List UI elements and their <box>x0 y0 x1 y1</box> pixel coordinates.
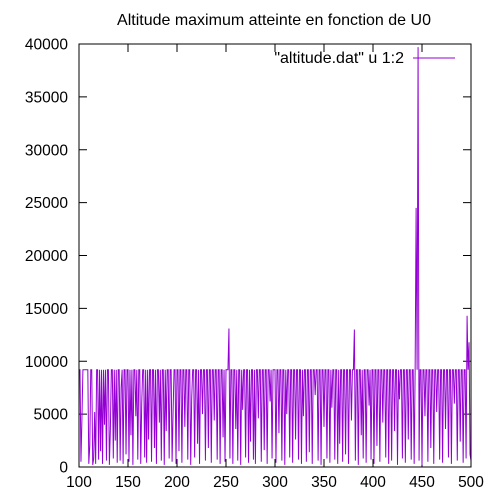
legend: "altitude.dat" u 1:2 <box>274 50 455 67</box>
plot-frame <box>78 43 472 468</box>
tick-layer: 0 5000 10000 15000 20000 25000 30000 35000 40000… <box>25 37 484 492</box>
legend-label: "altitude.dat" u 1:2 <box>274 50 404 67</box>
x-tick-label: 350 <box>311 474 337 491</box>
chart-title: Altitude maximum atteinte en fonction de… <box>117 12 431 29</box>
x-tick-label: 150 <box>115 474 141 491</box>
x-tick-label: 500 <box>458 474 484 491</box>
y-tick-label: 30000 <box>25 142 68 159</box>
y-tick-label: 35000 <box>25 89 68 106</box>
x-tick-label: 400 <box>360 474 386 491</box>
y-tick-label: 5000 <box>34 407 69 424</box>
x-tick-label: 300 <box>262 474 288 491</box>
y-tick-label: 10000 <box>25 354 68 371</box>
x-tick-label: 200 <box>164 474 190 491</box>
x-tick-label: 450 <box>409 474 435 491</box>
y-tick-label: 0 <box>59 460 68 477</box>
x-tick-label: 100 <box>66 474 92 491</box>
x-tick-label: 250 <box>213 474 239 491</box>
y-tick-label: 25000 <box>25 195 68 212</box>
y-tick-label: 40000 <box>25 37 68 54</box>
y-tick-label: 15000 <box>25 301 68 318</box>
y-tick-label: 20000 <box>25 248 68 265</box>
series-layer <box>79 47 472 465</box>
series-line-0 <box>79 47 472 465</box>
